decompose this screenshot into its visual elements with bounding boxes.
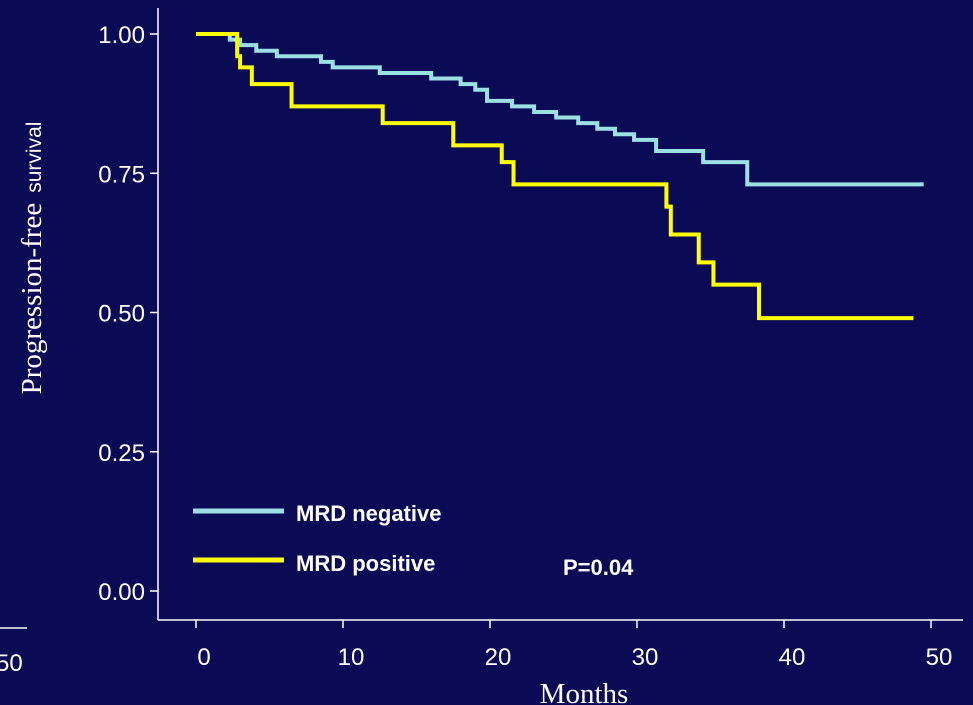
y-tick-label: 0.00 bbox=[98, 579, 145, 606]
x-tick-label: 10 bbox=[338, 644, 365, 671]
y-axis-label: Progression-free survival bbox=[16, 122, 48, 395]
series-line-mrd-negative bbox=[196, 32, 924, 187]
y-tick-label: 0.25 bbox=[98, 440, 145, 467]
legend: MRD negative MRD positive bbox=[193, 501, 441, 576]
series-line-mrd-positive bbox=[196, 32, 914, 321]
series-layer bbox=[196, 32, 924, 321]
x-axis-label: Months bbox=[540, 678, 629, 705]
x-tick-label: 20 bbox=[485, 644, 512, 671]
x-ticks: 0 10 20 30 40 50 bbox=[195, 620, 953, 671]
edge-tick-label: 50 bbox=[0, 650, 23, 677]
legend-label-negative: MRD negative bbox=[296, 501, 441, 526]
y-tick-label: 1.00 bbox=[98, 22, 145, 49]
x-tick-label: 40 bbox=[779, 644, 806, 671]
x-tick-label: 0 bbox=[197, 644, 210, 671]
p-value-annotation: P=0.04 bbox=[563, 555, 634, 580]
x-tick-label: 30 bbox=[632, 644, 659, 671]
y-ticks: 0.00 0.25 0.50 0.75 1.00 bbox=[98, 22, 158, 606]
y-axis-label-main: Progression-free bbox=[16, 203, 48, 395]
legend-label-positive: MRD positive bbox=[296, 551, 435, 576]
y-tick-label: 0.50 bbox=[98, 301, 145, 328]
y-axis-label-small: survival bbox=[23, 122, 46, 193]
y-tick-label: 0.75 bbox=[98, 161, 145, 188]
x-tick-label: 50 bbox=[926, 644, 953, 671]
